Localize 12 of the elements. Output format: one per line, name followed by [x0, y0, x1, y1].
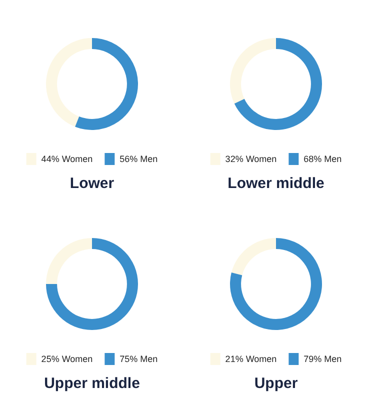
legend-label: 56% Men: [120, 154, 158, 164]
legend-label: 75% Men: [120, 354, 158, 364]
text: Lower: [70, 175, 114, 192]
text: Lower middle: [228, 175, 324, 192]
text: Upper middle: [44, 375, 140, 392]
legend-label: 32% Women: [225, 154, 277, 164]
legend-label: 25% Women: [41, 354, 93, 364]
legend-label: 68% Men: [304, 154, 342, 164]
text: Upper: [254, 375, 298, 392]
legend-label: 44% Women: [41, 154, 93, 164]
legend-label: 79% Men: [304, 354, 342, 364]
legend-label: 21% Women: [225, 354, 277, 364]
